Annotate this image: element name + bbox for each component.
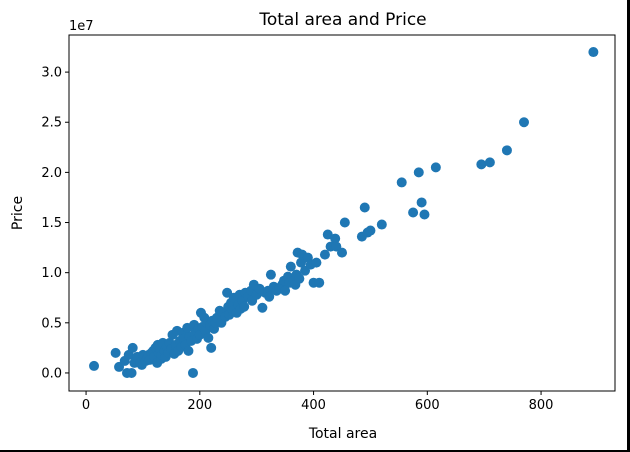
x-tick-label: 600 bbox=[415, 398, 440, 413]
data-point bbox=[359, 202, 370, 213]
y-axis-ticks: 0.0 0.5 1.0 1.5 2.0 2.5 3.0 bbox=[41, 66, 69, 381]
data-point bbox=[127, 342, 138, 353]
data-point bbox=[339, 217, 350, 228]
data-point bbox=[319, 249, 330, 260]
y-tick-label: 1.5 bbox=[41, 216, 62, 231]
y-tick-label: 0.5 bbox=[41, 316, 62, 331]
data-point bbox=[408, 207, 419, 218]
plot-frame bbox=[68, 34, 616, 392]
data-point bbox=[419, 209, 430, 220]
data-point bbox=[264, 291, 275, 302]
x-tick-label: 200 bbox=[187, 398, 212, 413]
data-point bbox=[413, 167, 424, 178]
data-point bbox=[239, 301, 250, 312]
data-point bbox=[296, 257, 307, 268]
chart-title: Total area and Price bbox=[258, 10, 426, 30]
data-point bbox=[183, 345, 194, 356]
data-point bbox=[110, 347, 121, 358]
data-point bbox=[311, 257, 322, 268]
data-point bbox=[430, 162, 441, 173]
data-point bbox=[416, 197, 427, 208]
x-axis-label: Total area bbox=[308, 426, 377, 442]
x-tick-label: 800 bbox=[529, 398, 554, 413]
data-point bbox=[206, 342, 217, 353]
data-point bbox=[322, 229, 333, 240]
data-point bbox=[187, 367, 198, 378]
data-point bbox=[376, 219, 387, 230]
data-point bbox=[519, 117, 529, 128]
screenshot-border-right bbox=[627, 0, 630, 452]
data-point bbox=[314, 277, 325, 288]
y-tick-label: 1.0 bbox=[41, 266, 62, 281]
data-point bbox=[285, 261, 296, 272]
y-axis-label: Price bbox=[10, 196, 26, 230]
y-axis-scale-label: 1e7 bbox=[69, 19, 94, 34]
y-tick-label: 2.5 bbox=[41, 116, 62, 131]
data-point bbox=[294, 273, 305, 284]
data-point bbox=[588, 47, 599, 58]
y-tick-label: 0.0 bbox=[41, 366, 62, 381]
data-point bbox=[126, 367, 137, 378]
data-point bbox=[365, 225, 376, 236]
x-tick-label: 0 bbox=[82, 398, 90, 413]
data-points bbox=[89, 47, 599, 378]
data-point bbox=[330, 233, 341, 244]
data-point bbox=[222, 287, 233, 298]
data-point bbox=[265, 269, 276, 280]
y-tick-label: 2.0 bbox=[41, 166, 62, 181]
data-point bbox=[89, 360, 100, 371]
data-point bbox=[396, 177, 407, 188]
x-axis-ticks: 0 200 400 600 800 bbox=[82, 391, 554, 413]
data-point bbox=[337, 247, 347, 258]
data-point bbox=[476, 159, 487, 170]
data-point bbox=[501, 145, 512, 156]
data-point bbox=[484, 157, 495, 168]
data-point bbox=[203, 332, 214, 343]
x-tick-label: 400 bbox=[301, 398, 326, 413]
screenshot-border-bottom bbox=[0, 450, 630, 452]
data-point bbox=[257, 302, 268, 313]
y-tick-label: 3.0 bbox=[41, 66, 62, 81]
data-point bbox=[280, 285, 291, 296]
